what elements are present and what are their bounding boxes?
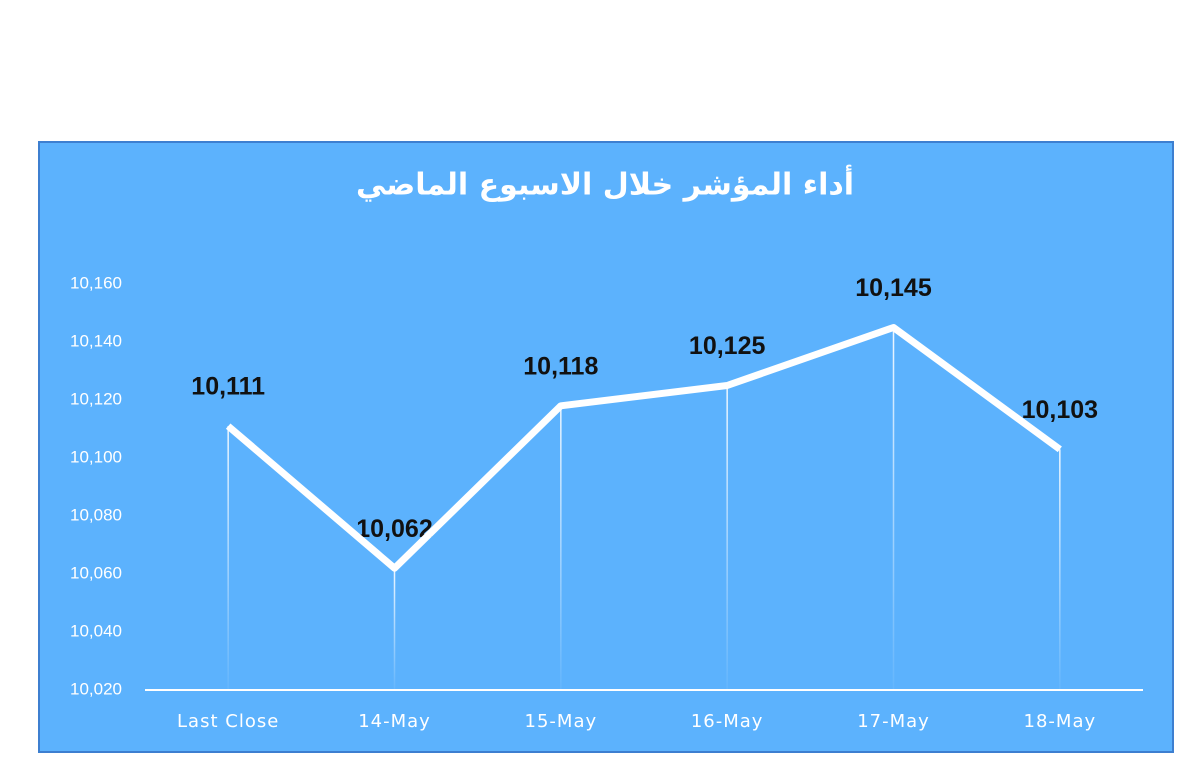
x-tick-label: 18-May — [1024, 711, 1097, 732]
y-tick-label: 10,060 — [70, 563, 122, 582]
value-label: 10,145 — [855, 274, 932, 302]
drop-line — [560, 405, 562, 690]
value-label: 10,103 — [1022, 396, 1098, 424]
x-tick-label: 17-May — [857, 711, 930, 732]
chart-panel — [38, 141, 1174, 753]
drop-line — [227, 426, 229, 690]
y-tick-label: 10,020 — [70, 679, 122, 698]
x-tick-label: Last Close — [177, 711, 279, 732]
x-tick-label: 16-May — [691, 711, 764, 732]
value-label: 10,125 — [689, 332, 766, 360]
value-label: 10,062 — [356, 515, 432, 543]
value-label: 10,118 — [523, 352, 598, 380]
drop-line — [1059, 449, 1061, 690]
value-label: 10,111 — [191, 373, 265, 401]
x-tick-label: 14-May — [358, 711, 431, 732]
y-tick-label: 10,160 — [70, 273, 122, 292]
y-tick-label: 10,040 — [70, 621, 122, 640]
y-tick-label: 10,080 — [70, 505, 122, 524]
x-tick-label: 15-May — [525, 711, 598, 732]
data-line — [225, 324, 1062, 572]
y-tick-label: 10,100 — [70, 447, 122, 466]
y-tick-label: 10,140 — [70, 331, 122, 350]
chart-title: أداء المؤشر خلال الاسبوع الماضي — [356, 165, 854, 203]
drop-line — [726, 385, 728, 690]
drop-line — [892, 327, 895, 690]
drop-line — [393, 568, 396, 690]
y-tick-label: 10,120 — [70, 389, 122, 408]
